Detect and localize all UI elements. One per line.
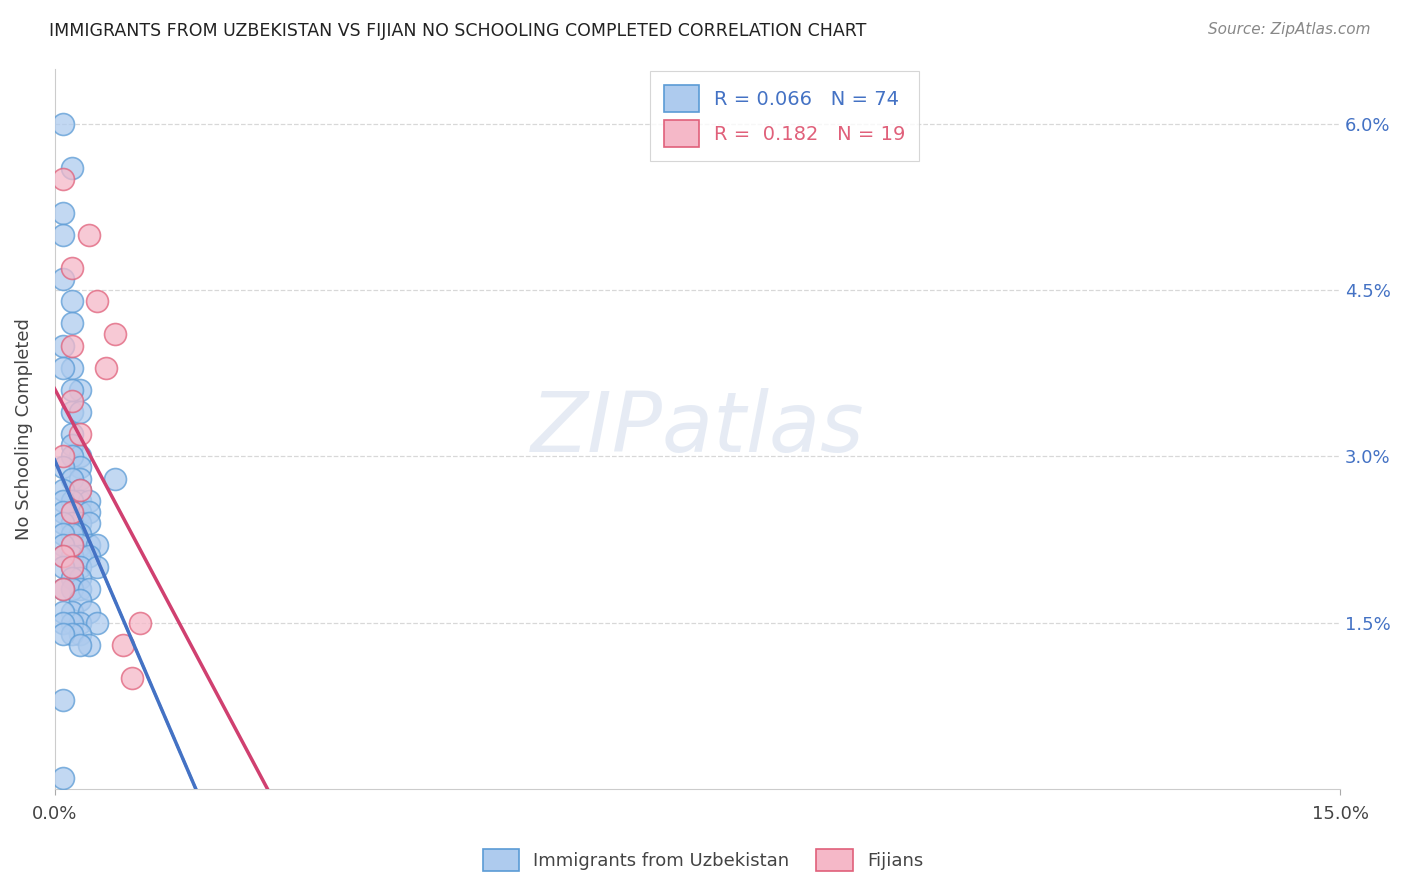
Point xyxy=(60,505,83,519)
Point xyxy=(69,571,91,585)
Point xyxy=(52,272,75,286)
Point xyxy=(52,626,75,640)
Point xyxy=(60,427,83,442)
Point xyxy=(69,615,91,630)
Point xyxy=(52,549,75,563)
Point xyxy=(60,505,83,519)
Point xyxy=(52,605,75,619)
Point xyxy=(60,471,83,485)
Point xyxy=(52,560,75,574)
Point xyxy=(77,505,100,519)
Legend: Immigrants from Uzbekistan, Fijians: Immigrants from Uzbekistan, Fijians xyxy=(475,842,931,879)
Point xyxy=(69,471,91,485)
Point xyxy=(52,527,75,541)
Point xyxy=(52,460,75,475)
Point xyxy=(52,172,75,186)
Point xyxy=(121,671,143,685)
Legend: R = 0.066   N = 74, R =  0.182   N = 19: R = 0.066 N = 74, R = 0.182 N = 19 xyxy=(650,71,920,161)
Point xyxy=(69,405,91,419)
Point xyxy=(112,638,135,652)
Point xyxy=(60,571,83,585)
Point xyxy=(60,450,83,464)
Point xyxy=(60,560,83,574)
Point xyxy=(52,582,75,597)
Point xyxy=(52,450,75,464)
Point xyxy=(77,493,100,508)
Point xyxy=(69,483,91,497)
Point xyxy=(60,405,83,419)
Point xyxy=(52,338,75,352)
Point xyxy=(52,516,75,530)
Point xyxy=(60,626,83,640)
Point xyxy=(69,560,91,574)
Y-axis label: No Schooling Completed: No Schooling Completed xyxy=(15,318,32,540)
Text: Source: ZipAtlas.com: Source: ZipAtlas.com xyxy=(1208,22,1371,37)
Point xyxy=(69,460,91,475)
Text: ZIPatlas: ZIPatlas xyxy=(530,388,865,469)
Point xyxy=(60,516,83,530)
Point xyxy=(69,638,91,652)
Point xyxy=(77,516,100,530)
Point xyxy=(52,505,75,519)
Point xyxy=(52,205,75,219)
Point xyxy=(60,538,83,552)
Point xyxy=(77,638,100,652)
Point xyxy=(103,471,125,485)
Point xyxy=(69,549,91,563)
Point xyxy=(69,593,91,607)
Point xyxy=(69,493,91,508)
Point xyxy=(69,626,91,640)
Point xyxy=(60,394,83,409)
Point xyxy=(52,227,75,242)
Point xyxy=(69,505,91,519)
Point xyxy=(60,360,83,375)
Point xyxy=(86,560,108,574)
Point xyxy=(60,438,83,452)
Point xyxy=(52,771,75,785)
Point xyxy=(52,483,75,497)
Point xyxy=(60,582,83,597)
Point xyxy=(86,294,108,309)
Point xyxy=(52,615,75,630)
Point xyxy=(60,294,83,309)
Point xyxy=(69,483,91,497)
Point xyxy=(69,527,91,541)
Point xyxy=(52,360,75,375)
Point xyxy=(69,427,91,442)
Point xyxy=(60,560,83,574)
Point xyxy=(60,493,83,508)
Point xyxy=(77,582,100,597)
Point xyxy=(60,338,83,352)
Point xyxy=(69,516,91,530)
Point xyxy=(52,117,75,131)
Point xyxy=(52,549,75,563)
Point xyxy=(60,549,83,563)
Point xyxy=(60,260,83,275)
Point xyxy=(77,605,100,619)
Point xyxy=(103,327,125,342)
Point xyxy=(60,615,83,630)
Point xyxy=(60,605,83,619)
Point xyxy=(77,227,100,242)
Point xyxy=(52,582,75,597)
Point xyxy=(60,383,83,397)
Point xyxy=(77,549,100,563)
Point xyxy=(77,538,100,552)
Point xyxy=(69,582,91,597)
Point xyxy=(52,538,75,552)
Point xyxy=(60,317,83,331)
Point xyxy=(52,493,75,508)
Text: IMMIGRANTS FROM UZBEKISTAN VS FIJIAN NO SCHOOLING COMPLETED CORRELATION CHART: IMMIGRANTS FROM UZBEKISTAN VS FIJIAN NO … xyxy=(49,22,866,40)
Point xyxy=(60,527,83,541)
Point xyxy=(94,360,117,375)
Point xyxy=(69,450,91,464)
Point xyxy=(86,538,108,552)
Point xyxy=(86,615,108,630)
Point xyxy=(69,538,91,552)
Point xyxy=(129,615,152,630)
Point xyxy=(52,693,75,707)
Point xyxy=(69,383,91,397)
Point xyxy=(60,538,83,552)
Point xyxy=(60,161,83,176)
